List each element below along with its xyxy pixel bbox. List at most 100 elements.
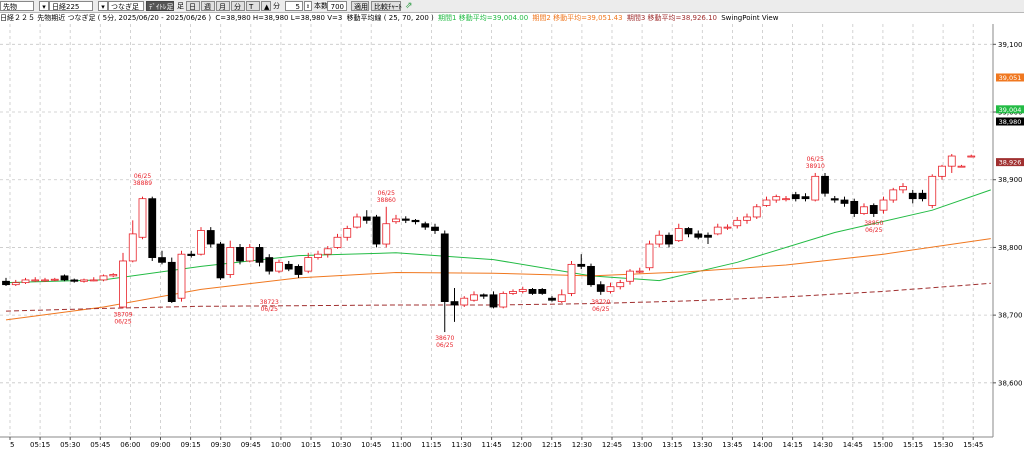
candle-body — [821, 175, 829, 194]
candle-body — [557, 294, 566, 302]
price-tag: 38,980 — [996, 117, 1024, 126]
price-tag-box — [996, 73, 1024, 82]
candle — [421, 221, 430, 230]
candle — [80, 278, 88, 283]
candle-body — [372, 216, 381, 245]
candle-body — [323, 248, 332, 255]
candle-body — [830, 198, 839, 201]
candle — [343, 225, 352, 241]
candle — [606, 282, 615, 294]
candle-body — [548, 297, 556, 301]
candle — [314, 250, 322, 260]
candle-body — [294, 265, 303, 275]
apply-button[interactable]: 適用 — [351, 1, 369, 11]
x-tick-label: 13:45 — [722, 441, 742, 449]
continuation-select[interactable]: つなぎ足 — [108, 1, 144, 11]
candle-body — [899, 186, 907, 191]
candle — [879, 196, 888, 214]
x-tick-label: 11:45 — [482, 441, 502, 449]
candle — [119, 252, 127, 309]
candle — [138, 196, 147, 240]
candle — [460, 296, 469, 308]
y-axis: 38,60038,70038,80038,90039,00039,10038,9… — [992, 24, 1024, 437]
candle-body — [850, 200, 859, 214]
candle — [616, 279, 625, 290]
swing-label: 38670 — [435, 335, 454, 342]
x-tick-label: 10:00 — [271, 441, 291, 449]
spinner-icon[interactable]: ⇕ — [304, 1, 312, 11]
candle — [148, 196, 157, 261]
candle-body — [733, 219, 742, 227]
minute-input[interactable]: 5 — [285, 1, 303, 11]
x-tick-label: 11:30 — [451, 441, 471, 449]
price-tag-box — [996, 158, 1024, 167]
candle — [99, 274, 108, 282]
period-tick-button[interactable]: T — [246, 1, 260, 11]
candle — [177, 250, 186, 302]
x-tick-label: 09:45 — [241, 441, 261, 449]
candle-body — [694, 233, 703, 238]
candle-body — [879, 199, 888, 211]
market-select[interactable]: 先物 — [0, 1, 34, 11]
period-minute-button[interactable]: 分 — [231, 1, 245, 11]
candle — [557, 289, 566, 303]
period-weekly-button[interactable]: 週 — [201, 1, 215, 11]
candle-body — [606, 286, 615, 292]
x-tick-label: 13:30 — [692, 441, 712, 449]
drawing-tool-icon[interactable]: ⇗ — [405, 1, 413, 11]
candle-body — [762, 199, 771, 206]
price-tag: 39,004 — [996, 105, 1024, 114]
swing-label: 38889 — [133, 180, 152, 187]
compare-chart-button[interactable]: 比較ﾁｬｰﾄ — [371, 1, 402, 11]
bars-input[interactable]: 700 — [327, 1, 347, 11]
candle — [21, 277, 30, 284]
candle — [70, 278, 79, 283]
chevron-down-icon[interactable]: ▾ — [98, 1, 108, 11]
candle — [479, 293, 488, 299]
x-tick-label: 06:00 — [120, 441, 140, 449]
candle — [265, 254, 274, 275]
candle — [167, 257, 176, 303]
x-tick-label: 14:30 — [813, 441, 833, 449]
candle-body — [440, 233, 449, 302]
candle — [333, 233, 342, 249]
chevron-down-icon[interactable]: ▾ — [39, 1, 49, 11]
candle — [723, 224, 732, 230]
x-axis: 5 05:15 05:30 05:45 06:00 09:00 09:15 09:30 09:4… — [0, 436, 993, 449]
period-daily-button[interactable]: 日 — [186, 1, 200, 11]
candle-body — [411, 219, 420, 223]
price-tag-box — [996, 105, 1024, 114]
candles — [2, 153, 976, 333]
chart-type-button[interactable]: ﾃﾞｲﾄﾚ足 — [146, 1, 174, 11]
candle — [31, 277, 40, 282]
x-tick-label: 12:30 — [572, 441, 592, 449]
ma-settings-label: 移動平均線 ( 25, 70, 200 ) — [346, 14, 434, 22]
candle-body — [80, 279, 88, 282]
candle — [596, 281, 605, 295]
candle — [840, 196, 849, 207]
arrow-up-icon[interactable]: ▲ — [261, 1, 271, 11]
candle — [216, 242, 225, 280]
period-monthly-button[interactable]: 月 — [216, 1, 230, 11]
candle — [226, 240, 235, 278]
swing-label: 06/25 — [261, 306, 278, 313]
candle — [431, 223, 439, 234]
candle — [752, 204, 761, 219]
x-tick-label: 13:00 — [632, 441, 652, 449]
ma70-readout: 期間2 移動平均=39,051.43 — [532, 14, 623, 22]
candle — [743, 213, 751, 224]
symbol-select[interactable]: 日経225 — [49, 1, 93, 11]
x-tick-label: 14:45 — [843, 441, 863, 449]
swing-label: 06/25 — [134, 173, 151, 180]
candle — [577, 254, 586, 270]
swing-label: 06/25 — [592, 306, 609, 313]
candle — [245, 244, 254, 263]
swing-label: 38723 — [260, 299, 279, 306]
x-tick-label: 11:00 — [391, 441, 411, 449]
x-tick-label: 15:30 — [933, 441, 953, 449]
candle — [128, 220, 137, 263]
price-tag-label: 39,051 — [999, 74, 1022, 82]
